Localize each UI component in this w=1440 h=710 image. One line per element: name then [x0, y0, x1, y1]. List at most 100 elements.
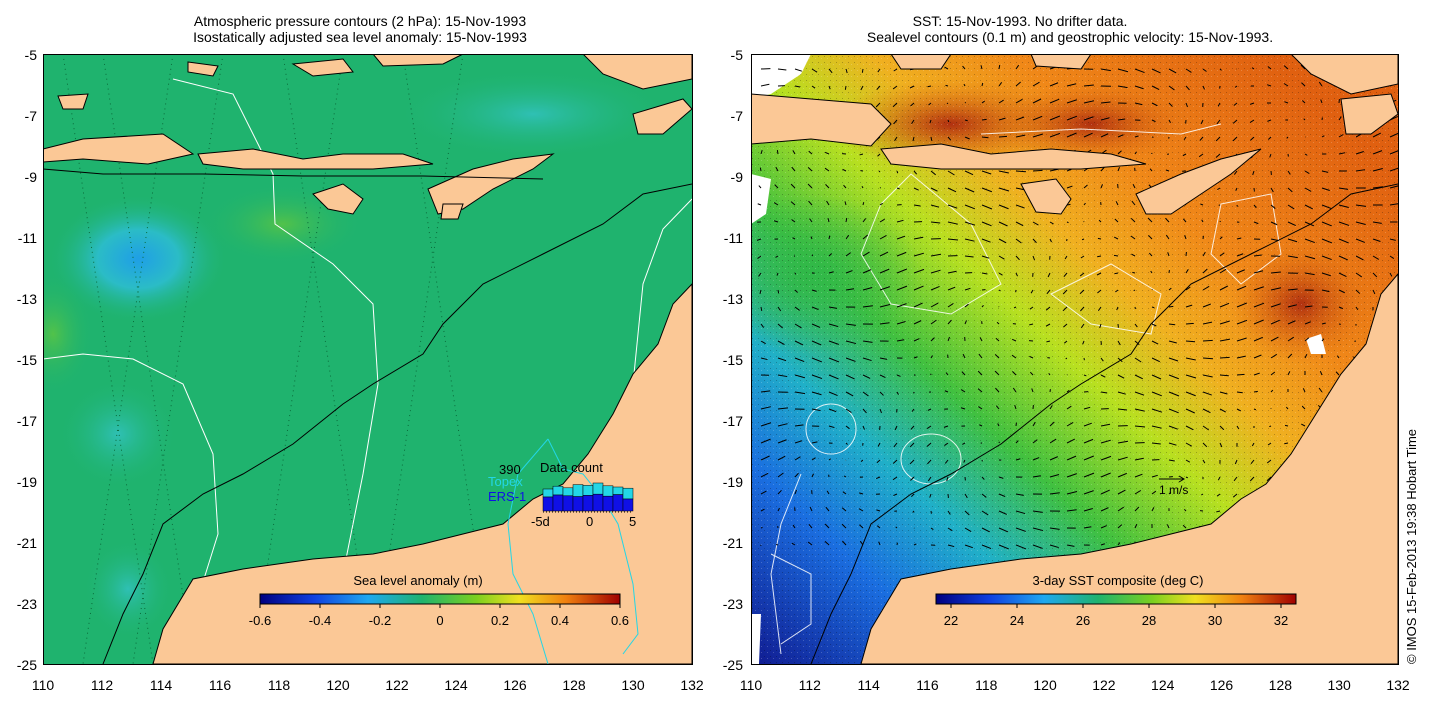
velocity-vector: [995, 337, 1000, 342]
latitude-tick-label: -7: [730, 108, 743, 124]
velocity-vector: [878, 170, 881, 173]
timor-island: [1135, 148, 1262, 215]
low-anomaly-eddy: [83, 539, 173, 639]
velocity-vector: [876, 459, 881, 464]
velocity-vector: [964, 287, 971, 291]
velocity-vector: [894, 136, 898, 142]
velocity-vector: [1301, 100, 1306, 104]
velocity-vector: [1372, 238, 1381, 243]
velocity-vector: [1151, 306, 1155, 309]
velocity-vector: [1270, 371, 1276, 376]
velocity-vector: [1185, 269, 1189, 274]
velocity-vector: [911, 408, 915, 412]
velocity-vector: [1113, 236, 1119, 240]
ers1-count-bar: [602, 495, 614, 512]
velocity-vector: [964, 493, 968, 499]
velocity-vector: [998, 82, 1003, 87]
velocity-vector: [1338, 116, 1342, 121]
velocity-vector: [1066, 115, 1078, 121]
velocity-vector: [777, 439, 787, 444]
velocity-vector: [790, 201, 796, 206]
velocity-vector: [828, 68, 833, 74]
velocity-vector: [927, 476, 932, 482]
topex-count-bar: [552, 485, 564, 496]
velocity-vector: [808, 200, 813, 206]
velocity-vector: [1372, 272, 1378, 278]
velocity-vector: [1253, 372, 1260, 376]
velocity-vector: [998, 544, 1009, 550]
longitude-tick-label: 110: [31, 677, 55, 693]
velocity-vector: [794, 357, 805, 363]
latitude-tick-label: -15: [722, 352, 743, 368]
velocity-vector: [1049, 527, 1060, 530]
velocity-vector: [842, 168, 847, 172]
velocity-vector: [1287, 187, 1293, 193]
velocity-vector: [1321, 204, 1332, 209]
velocity-vector: [777, 455, 786, 461]
velocity-vector: [1232, 119, 1238, 124]
latitude-tick-label: -23: [16, 596, 37, 612]
velocity-vector: [947, 302, 954, 308]
velocity-vector: [960, 389, 966, 393]
velocity-vector: [1134, 374, 1144, 380]
velocity-vector: [1202, 268, 1208, 274]
velocity-vector: [1233, 476, 1238, 482]
velocity-vector: [759, 167, 762, 172]
velocity-vector: [1215, 136, 1221, 142]
velocity-vector: [758, 272, 762, 277]
velocity-vector: [1355, 221, 1366, 226]
velocity-vector: [963, 459, 966, 463]
velocity-vector: [859, 153, 864, 156]
velocity-vector: [876, 85, 881, 91]
velocity-vector: [913, 543, 917, 546]
velocity-vector: [1015, 440, 1019, 444]
velocity-vector: [810, 236, 813, 240]
velocity-vector: [1134, 473, 1143, 478]
longitude-tick-label: 112: [90, 677, 114, 693]
velocity-vector: [998, 170, 1009, 174]
velocity-vector: [930, 204, 940, 208]
velocity-vector: [1338, 306, 1344, 310]
velocity-vector: [845, 252, 851, 257]
java-island: [751, 93, 892, 147]
velocity-vector: [964, 527, 972, 532]
velocity-vector: [1200, 203, 1204, 206]
latitude-tick-label: -11: [723, 230, 743, 246]
velocity-vector: [998, 476, 1004, 479]
velocity-vector: [1253, 254, 1262, 257]
velocity-vector: [896, 268, 908, 274]
velocity-vector: [1321, 272, 1331, 277]
velocity-vector: [828, 340, 840, 345]
velocity-vector: [926, 425, 932, 429]
velocity-vector: [978, 353, 983, 359]
velocity-vector: [777, 357, 787, 362]
velocity-vector: [1304, 238, 1315, 244]
sst-map: 1 m/s 3-day SST composite (deg C) 22 24 26…: [751, 54, 1398, 664]
velocity-vector: [1287, 204, 1295, 210]
left-title-line1: Atmospheric pressure contours (2 hPa): 1…: [193, 13, 527, 29]
velocity-vector: [760, 340, 766, 345]
longitude-tick-label: 128: [562, 677, 586, 693]
velocity-vector: [773, 220, 779, 223]
velocity-vector: [1185, 322, 1194, 325]
velocity-vector: [981, 527, 991, 533]
velocity-vector: [774, 184, 779, 189]
velocity-vector: [862, 357, 872, 362]
velocity-vector: [911, 119, 915, 125]
longitude-tick-label: 114: [857, 677, 880, 693]
velocity-vector: [1270, 336, 1279, 342]
velocity-vector: [895, 526, 898, 529]
velocity-vector: [1100, 391, 1108, 394]
velocity-vector: [1389, 132, 1398, 138]
velocity-vector: [1015, 238, 1022, 244]
velocity-vector: [777, 489, 782, 495]
velocity-vector: [1202, 442, 1208, 448]
sumba-island: [1020, 178, 1072, 215]
velocity-vector: [1355, 204, 1367, 207]
velocity-vector: [1116, 306, 1119, 311]
data-count-title: Data count: [540, 460, 603, 475]
velocity-vector: [981, 544, 992, 549]
velocity-vector: [1117, 150, 1122, 155]
velocity-vector: [964, 187, 975, 193]
velocity-vector: [981, 204, 993, 210]
